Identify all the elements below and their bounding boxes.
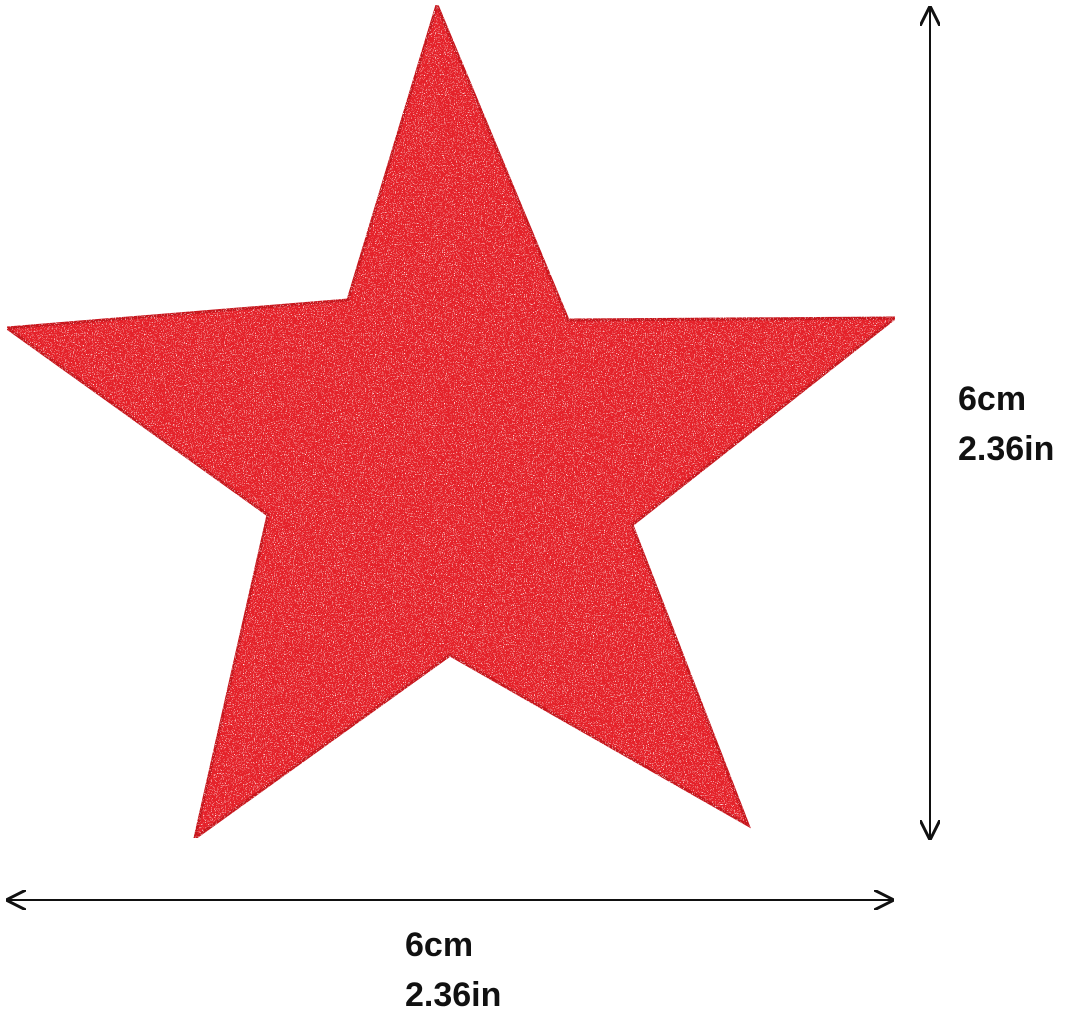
height-metric: 6cm — [958, 380, 1027, 418]
width-label: 6cm 2.36in — [405, 928, 501, 1028]
width-imperial: 2.36in — [405, 976, 502, 1014]
red-glitter-star — [2, 0, 900, 842]
height-label: 6cm 2.36in — [958, 382, 1054, 482]
width-metric: 6cm — [405, 926, 474, 964]
height-imperial: 2.36in — [958, 430, 1055, 468]
